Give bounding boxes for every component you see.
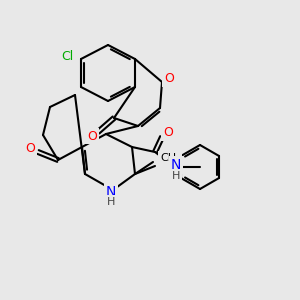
- Text: CH₃: CH₃: [160, 153, 181, 163]
- Text: H: H: [172, 171, 180, 181]
- Text: O: O: [25, 142, 35, 154]
- Text: Cl: Cl: [61, 50, 73, 62]
- Text: N: N: [106, 185, 116, 199]
- Text: O: O: [163, 127, 173, 140]
- Text: O: O: [164, 73, 174, 85]
- Text: N: N: [171, 158, 181, 172]
- Text: H: H: [107, 197, 115, 207]
- Text: O: O: [87, 130, 97, 142]
